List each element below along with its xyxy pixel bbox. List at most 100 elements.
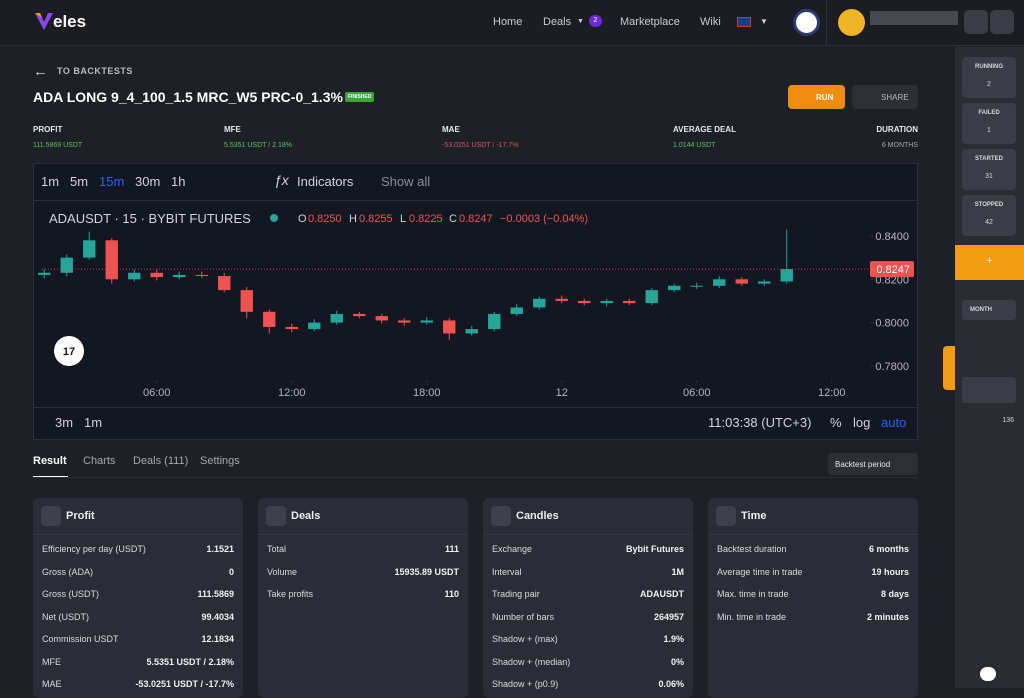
add-button[interactable]: +: [955, 245, 1024, 280]
back-link[interactable]: TO BACKTESTS: [57, 66, 133, 76]
candle-body: [150, 272, 163, 278]
period-dropdown[interactable]: Backtest period: [828, 453, 918, 475]
nav-link[interactable]: Wiki: [700, 16, 721, 28]
sidebar-stat[interactable]: FAILED 1: [962, 103, 1016, 144]
row-label: Volume: [267, 566, 298, 577]
row-value: 5.5351 USDT / 2.18%: [146, 656, 234, 667]
card-icon: [41, 506, 61, 526]
row-value: 264957: [653, 611, 684, 622]
sidebar-stat[interactable]: STARTED 31: [962, 149, 1016, 190]
avatar[interactable]: [838, 9, 865, 36]
row-label: Shadow + (median): [492, 656, 571, 667]
x-tick-label: 12: [556, 387, 568, 399]
logout-button[interactable]: [990, 10, 1014, 34]
sidebar-stat-label: STOPPED: [974, 202, 1004, 208]
nav-link[interactable]: Deals: [543, 16, 572, 28]
show-all-button[interactable]: Show all: [381, 174, 431, 189]
interval-button[interactable]: 30m: [135, 174, 161, 189]
result-tab[interactable]: Settings: [200, 455, 240, 467]
candle-body: [623, 300, 636, 304]
stat-card: Candles Exchange Bybit Futures Interval 1M Tr…: [483, 498, 693, 698]
indicators-button[interactable]: Indicators: [297, 174, 354, 189]
candle-body: [330, 313, 343, 323]
candle-body: [218, 276, 231, 291]
row-value: 0: [228, 566, 234, 577]
candle-body: [83, 240, 96, 258]
nav-link[interactable]: Home: [493, 16, 523, 28]
share-button[interactable]: SHARE: [852, 85, 918, 109]
back-arrow[interactable]: ←: [33, 63, 48, 80]
symbol: ADAUSDT · 15 · BYBIT FUTURES: [49, 211, 251, 226]
row-value: 12.1834: [201, 634, 234, 644]
status-badge: FINISHED: [345, 92, 375, 102]
chart-widget: [33, 163, 918, 440]
x-tick-label: 12:00: [278, 387, 306, 399]
candle-body: [578, 300, 591, 304]
candle-body: [105, 240, 118, 280]
result-tab[interactable]: Result: [33, 455, 67, 467]
fx-icon[interactable]: ƒx: [274, 172, 289, 188]
legend-l: 0.8225: [409, 213, 443, 225]
row-label: Number of bars: [492, 611, 555, 622]
percent-toggle: %: [830, 415, 842, 430]
card-header-border: [483, 534, 693, 535]
sidebar-stat[interactable]: STOPPED 42: [962, 195, 1016, 236]
stat-value: -53.0251 USDT / -17.7%: [442, 142, 519, 149]
row-label: Take profits: [267, 589, 314, 599]
sidebar-count: 136: [1002, 417, 1014, 424]
interval-button[interactable]: 15m: [99, 174, 125, 189]
result-tab[interactable]: Deals (111): [133, 455, 189, 467]
legend-o-label: O: [298, 213, 307, 225]
interval-button[interactable]: 1h: [171, 174, 186, 189]
row-value: -53.0251 USDT / -17.7%: [135, 679, 234, 689]
sidebar-toggle[interactable]: [943, 346, 955, 390]
backtest-title: ADA LONG 9_4_100_1.5 MRC_W5 PRC-0_1.3%: [33, 89, 343, 105]
auto-toggle: auto: [881, 415, 906, 430]
deals-caret[interactable]: ▼: [577, 18, 584, 25]
row-label: Shadow + (p0.9): [492, 679, 559, 689]
tab-border: [33, 477, 918, 478]
logo-text[interactable]: eles: [53, 12, 87, 31]
right-sidebar: RUNNING 2 FAILED 1 STARTED 31 STOPPED 42 + MONTH 1…: [955, 47, 1024, 688]
candle-body: [668, 285, 681, 291]
row-value: 2 minutes: [866, 611, 909, 622]
lang-caret[interactable]: ▼: [760, 17, 768, 26]
settings-button[interactable]: [964, 10, 988, 34]
stat-card: Profit Efficiency per day (USDT) 1.1521 Gro…: [33, 498, 243, 698]
row-value: Bybit Futures: [625, 544, 684, 554]
row-label: Total: [267, 544, 287, 554]
result-tab[interactable]: Charts: [83, 455, 116, 467]
candle-body: [758, 281, 771, 284]
x-tick-label: 18:00: [413, 387, 441, 399]
candle-body: [60, 257, 73, 273]
divider: [826, 0, 827, 46]
x-tick-label: 06:00: [683, 387, 711, 399]
nav-link[interactable]: Marketplace: [620, 16, 680, 28]
row-label: Shadow + (max): [492, 634, 558, 644]
row-label: Max. time in trade: [717, 589, 789, 599]
interval-button[interactable]: 5m: [70, 174, 89, 189]
interval-button[interactable]: 1m: [41, 174, 60, 189]
chat-button[interactable]: [980, 667, 996, 681]
last-price-box: [870, 261, 914, 278]
row-label: Efficiency per day (USDT): [42, 544, 146, 554]
deals-badge: 2: [589, 15, 602, 27]
card-icon: [716, 506, 736, 526]
flag-icon[interactable]: [737, 17, 751, 27]
legend-c-label: C: [449, 213, 457, 225]
run-button[interactable]: RUN: [788, 85, 845, 109]
sidebar-stat[interactable]: RUNNING 2: [962, 57, 1016, 98]
candle-body: [285, 326, 298, 330]
candle-body: [510, 307, 523, 314]
share-small[interactable]: [962, 377, 1016, 403]
row-value: 15935.89 USDT: [394, 566, 459, 577]
tv-logo-text: 17: [63, 346, 75, 358]
last-price-label: 0.8247: [876, 264, 910, 276]
sidebar-stat-label: RUNNING: [975, 64, 1003, 70]
stat-label: DURATION: [876, 125, 918, 134]
theme-toggle[interactable]: [793, 9, 820, 36]
card-icon: [491, 506, 511, 526]
month-dropdown[interactable]: MONTH: [962, 300, 1016, 320]
y-tick-label: 0.8200: [875, 274, 909, 286]
chart-svg: ADAUSDT · 15 · BYBIT FUTURES O 0.8250 H 0.82…: [38, 211, 914, 430]
